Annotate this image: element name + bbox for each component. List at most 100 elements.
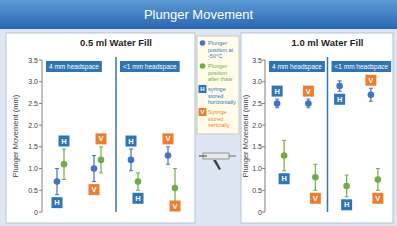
- error-cap: [369, 101, 373, 102]
- data-point: [336, 83, 343, 90]
- error-cap: [99, 172, 103, 173]
- y-tick-label: 1.0: [252, 165, 262, 172]
- error-cap: [345, 175, 349, 176]
- orientation-label: V: [313, 194, 318, 203]
- y-tick: [39, 81, 42, 82]
- panel-background: [241, 33, 393, 223]
- y-axis-line: [265, 60, 266, 212]
- y-tick: [39, 212, 42, 213]
- y-tick-label: 1.5: [28, 143, 38, 150]
- legend-box: [197, 36, 239, 134]
- headspace-label: 4 mm headspace: [272, 63, 322, 71]
- data-point: [172, 185, 179, 192]
- y-tick-label: 0.5: [28, 187, 38, 194]
- y-tick: [39, 168, 42, 169]
- data-point: [61, 161, 68, 168]
- title-banner: [0, 0, 397, 29]
- error-cap: [282, 170, 286, 171]
- legend-marker: [199, 108, 207, 116]
- orientation-box: [272, 86, 283, 97]
- data-point: [312, 174, 319, 181]
- y-tick-label: 1.0: [28, 165, 38, 172]
- y-axis-title: Plunger Movement (mm): [241, 94, 250, 177]
- error-cap: [136, 172, 140, 173]
- orientation-box: [372, 193, 383, 204]
- error-cap: [166, 146, 170, 147]
- error-cap: [62, 149, 66, 150]
- legend-symbol: H: [200, 86, 204, 92]
- error-cap: [338, 91, 342, 92]
- headspace-label: <1 mm headspace: [123, 63, 177, 71]
- data-point: [274, 100, 281, 107]
- orientation-box: [279, 173, 290, 184]
- orientation-label: H: [54, 198, 59, 207]
- y-tick: [39, 125, 42, 126]
- y-tick: [39, 103, 42, 104]
- error-cap: [313, 190, 317, 191]
- syringe-rod: [199, 155, 207, 156]
- orientation-label: H: [344, 200, 349, 209]
- y-tick-label: 2.0: [252, 122, 262, 129]
- orientation-label: H: [274, 87, 279, 96]
- y-tick: [262, 190, 265, 191]
- point-labels: HVHVHVHV: [272, 75, 384, 211]
- y-tick: [262, 103, 265, 104]
- syringe-needle: [229, 156, 236, 157]
- error-cap: [55, 168, 59, 169]
- error-cap: [282, 140, 286, 141]
- error-cap: [376, 168, 380, 169]
- data-point: [128, 157, 135, 164]
- y-axis-line: [42, 60, 43, 212]
- error-cap: [173, 168, 177, 169]
- caliper-tool: [213, 160, 221, 170]
- error-cap: [306, 107, 310, 108]
- data-point: [135, 178, 142, 185]
- error-cap: [345, 196, 349, 197]
- orientation-label: H: [337, 95, 342, 104]
- error-cap: [338, 80, 342, 81]
- orientation-box: [170, 201, 181, 212]
- headspace-box: [269, 61, 325, 72]
- y-tick-label: 3.0: [252, 78, 262, 85]
- legend-label: Plunger position at -50°C: [208, 40, 235, 59]
- error-cap: [376, 190, 380, 191]
- panel-background: [6, 33, 195, 223]
- legend-label: syringe stored horizontally: [208, 86, 236, 105]
- marks: [54, 147, 179, 208]
- data-point: [368, 91, 375, 98]
- y-tick-label: 3.5: [252, 57, 262, 64]
- orientation-box: [52, 197, 63, 208]
- y-tick: [262, 212, 265, 213]
- error-cap: [275, 99, 279, 100]
- error-cap: [369, 88, 373, 89]
- error-cap: [55, 194, 59, 195]
- syringe-icon: [199, 153, 236, 170]
- headspace-label: 4 mm headspace: [49, 63, 99, 71]
- chart-root: Plunger Movement0.5 ml Water Fill00.51.0…: [0, 0, 397, 226]
- orientation-label: V: [91, 185, 96, 194]
- orientation-box: [133, 193, 144, 204]
- y-tick: [39, 190, 42, 191]
- orientation-label: V: [172, 202, 177, 211]
- y-tick: [39, 146, 42, 147]
- error-cap: [92, 181, 96, 182]
- orientation-label: V: [375, 194, 380, 203]
- orientation-box: [59, 136, 70, 147]
- orientation-label: V: [165, 134, 170, 143]
- orientation-box: [365, 75, 376, 86]
- y-tick-label: 2.5: [28, 100, 38, 107]
- y-tick: [262, 125, 265, 126]
- y-tick: [262, 146, 265, 147]
- y-tick-label: 2.5: [252, 100, 262, 107]
- data-point: [343, 183, 350, 190]
- data-point: [281, 152, 288, 159]
- error-cap: [92, 155, 96, 156]
- orientation-label: V: [306, 87, 311, 96]
- error-cap: [313, 164, 317, 165]
- headspace-box: [332, 61, 392, 72]
- orientation-box: [126, 136, 137, 147]
- panel: 1.0 ml Water Fill00.51.01.52.02.53.03.5P…: [241, 33, 393, 223]
- y-tick: [262, 168, 265, 169]
- marks: [274, 81, 381, 197]
- orientation-box: [163, 133, 174, 144]
